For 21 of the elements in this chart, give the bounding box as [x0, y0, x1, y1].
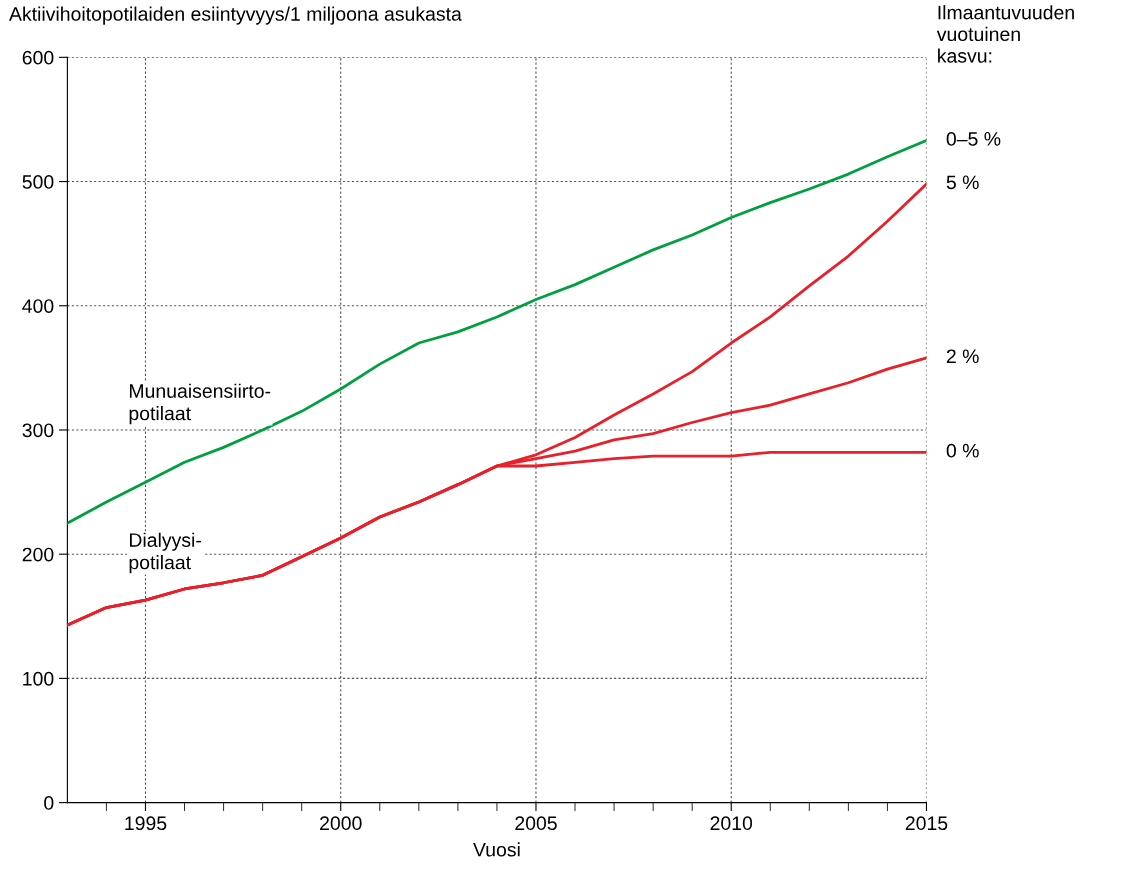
y-tick-label: 600 [22, 50, 54, 65]
x-tick-label: 2005 [515, 816, 557, 831]
series-label: 2 % [946, 349, 979, 364]
y-tick-label: 200 [22, 547, 54, 562]
legend-title: Ilmaantuvuuden vuotuinen kasvu: [936, 5, 1074, 63]
series-label: 0–5 % [946, 132, 1001, 146]
series-label: 5 % [946, 175, 979, 190]
y-tick-label: 100 [23, 671, 54, 686]
x-tick-label: 1995 [125, 816, 167, 831]
series-label: 0 % [946, 443, 979, 458]
y-tick-label: 500 [22, 175, 54, 189]
y-tick-label: 300 [22, 423, 54, 438]
x-axis-title: Vuosi [473, 842, 520, 857]
y-tick-label: 400 [22, 299, 54, 313]
annotation: Dialyysi- potilaat [129, 532, 201, 574]
x-tick-label: 2015 [905, 816, 948, 831]
x-tick-label: 2010 [710, 816, 753, 831]
y-axis-title: Aktiivihoitopotilaiden esiintyvyys/1 miljoona asukasta [9, 6, 462, 25]
y-tick-label: 0 [44, 796, 54, 810]
annotation: Munuaisensiirto- potilaat [129, 383, 271, 425]
x-tick-label: 2000 [320, 816, 362, 831]
